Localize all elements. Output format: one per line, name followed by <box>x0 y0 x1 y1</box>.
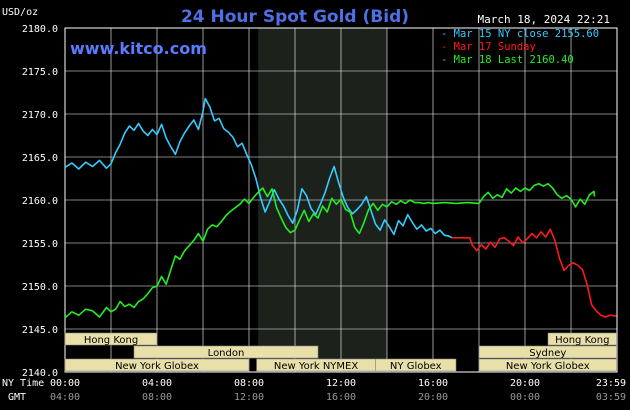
legend-entry-2: - Mar 18 Last 2160.40 <box>441 54 574 66</box>
gmt-tick-label: 16:00 <box>326 392 356 403</box>
unit-label: USD/oz <box>2 7 38 18</box>
y-tick-label: 2145.0 <box>22 325 58 336</box>
session-3: New York NYMEX <box>256 358 376 372</box>
session-label: Hong Kong <box>84 335 138 346</box>
session-label: New York Globex <box>115 361 199 372</box>
gmt-tick-label: 20:00 <box>418 392 448 403</box>
chart-title: 24 Hour Spot Gold (Bid) <box>181 7 409 27</box>
ny-time-axis-label: NY Time <box>2 378 44 389</box>
session-bar <box>64 332 158 346</box>
grid-lines <box>64 27 618 373</box>
market-sessions: Hong Kong London New York Globex New York N… <box>64 332 617 372</box>
session-bar <box>133 345 319 359</box>
site-watermark: www.kitco.com <box>70 39 207 58</box>
session-bar <box>547 332 617 346</box>
session-1: London <box>133 345 319 359</box>
gmt-tick-label: 12:00 <box>234 392 264 403</box>
y-tick-label: 2160.0 <box>22 196 58 207</box>
series-line-0 <box>64 97 453 239</box>
session-4: NY Globex <box>375 358 457 372</box>
session-label: NY Globex <box>390 361 442 372</box>
session-label: Hong Kong <box>555 335 609 346</box>
timestamp: March 18, 2024 22:21 <box>478 13 610 26</box>
gmt-tick-label: 04:00 <box>50 392 80 403</box>
price-series <box>64 97 617 319</box>
x-tick-labels: 00:00 04:00 04:00 08:00 08:00 12:00 12:00 16:00… <box>50 378 626 403</box>
y-tick-label: 2140.0 <box>22 368 58 379</box>
session-label: Sydney <box>529 348 566 359</box>
x-tick-label: 12:00 <box>326 378 356 389</box>
gmt-axis-label: GMT <box>8 392 26 403</box>
session-bar <box>478 358 617 372</box>
y-tick-label: 2150.0 <box>22 282 58 293</box>
y-tick-label: 2180.0 <box>22 24 58 35</box>
y-tick-label: 2175.0 <box>22 67 58 78</box>
session-label: London <box>208 348 245 359</box>
session-bar <box>375 358 457 372</box>
gmt-tick-label: 03:59 <box>596 392 626 403</box>
session-5: Hong Kong <box>547 332 617 346</box>
session-bar <box>478 345 617 359</box>
legend-entry-0: - Mar 15 NY close 2155.60 <box>441 28 599 40</box>
y-tick-label: 2155.0 <box>22 239 58 250</box>
gmt-tick-label: 08:00 <box>142 392 172 403</box>
legend: - Mar 15 NY close 2155.60- Mar 17 Sunday… <box>441 28 599 66</box>
y-tick-labels: 2140.0 2145.0 2150.0 2155.0 2160.0 2165.0 2170… <box>22 24 58 379</box>
session-bar <box>64 358 250 372</box>
series-line-1 <box>452 228 617 318</box>
y-tick-label: 2165.0 <box>22 153 58 164</box>
gmt-tick-label: 00:00 <box>510 392 540 403</box>
plot-border <box>64 27 618 373</box>
x-tick-label: 08:00 <box>234 378 264 389</box>
x-tick-label: 16:00 <box>418 378 448 389</box>
x-tick-label: 20:00 <box>510 378 540 389</box>
series-line-2 <box>64 182 596 319</box>
legend-entry-1: - Mar 17 Sunday <box>441 41 536 53</box>
session-label: New York NYMEX <box>274 361 359 372</box>
x-tick-label: 04:00 <box>142 378 172 389</box>
session-2: New York Globex <box>64 358 250 372</box>
x-tick-label: 23:59 <box>596 378 626 389</box>
session-6: Sydney <box>478 345 617 359</box>
session-0: Hong Kong <box>64 332 158 346</box>
x-tick-label: 00:00 <box>50 378 80 389</box>
session-7: New York Globex <box>478 358 617 372</box>
session-label: New York Globex <box>506 361 590 372</box>
y-tick-label: 2170.0 <box>22 110 58 121</box>
